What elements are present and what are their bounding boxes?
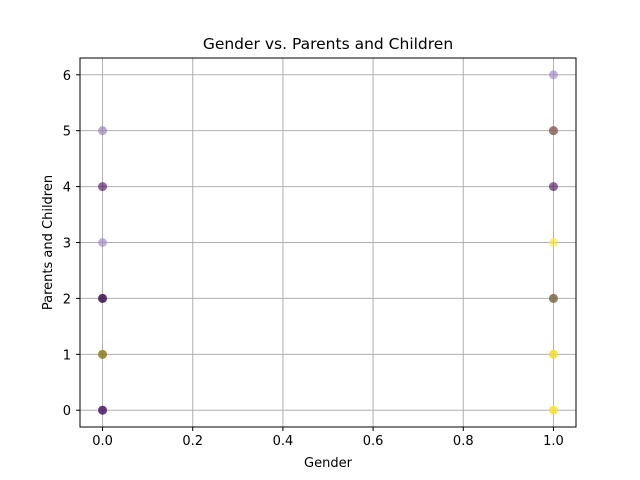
data-point-16 [548,182,558,192]
y-tick-label-2: 2 [63,292,71,307]
data-point-7 [98,182,108,192]
chart-title: Gender vs. Parents and Children [203,35,453,53]
y-axis-label: Parents and Children [41,175,56,310]
data-point-1 [98,405,108,415]
y-tick-label-6: 6 [63,69,71,84]
y-tick-label-3: 3 [63,237,71,252]
y-tick-label-0: 0 [63,404,71,419]
data-point-10 [548,405,558,415]
data-point-6 [98,238,108,247]
data-point-14 [548,293,558,303]
x-tick-label-4: 0.8 [453,434,474,449]
data-point-18 [548,126,558,136]
y-tick-label-5: 5 [63,125,71,140]
x-tick-label-0: 0.0 [92,434,113,449]
data-point-5 [98,293,108,303]
data-point-12 [548,349,558,359]
data-point-8 [98,126,108,136]
y-tick-label-4: 4 [63,181,71,196]
y-axis-ticks: 0 1 2 3 4 5 6 [63,69,80,419]
x-tick-label-2: 0.4 [273,434,294,449]
data-points [98,70,558,415]
data-point-19 [548,70,558,80]
x-axis-ticks: 0.0 0.2 0.4 0.6 0.8 1.0 [92,427,564,449]
y-tick-label-1: 1 [63,348,71,363]
x-tick-label-1: 0.2 [182,434,203,449]
data-point-3 [98,349,108,359]
data-point-15 [548,238,558,247]
x-tick-label-5: 1.0 [543,434,564,449]
x-axis-label: Gender [304,456,353,471]
x-tick-label-3: 0.6 [363,434,384,449]
